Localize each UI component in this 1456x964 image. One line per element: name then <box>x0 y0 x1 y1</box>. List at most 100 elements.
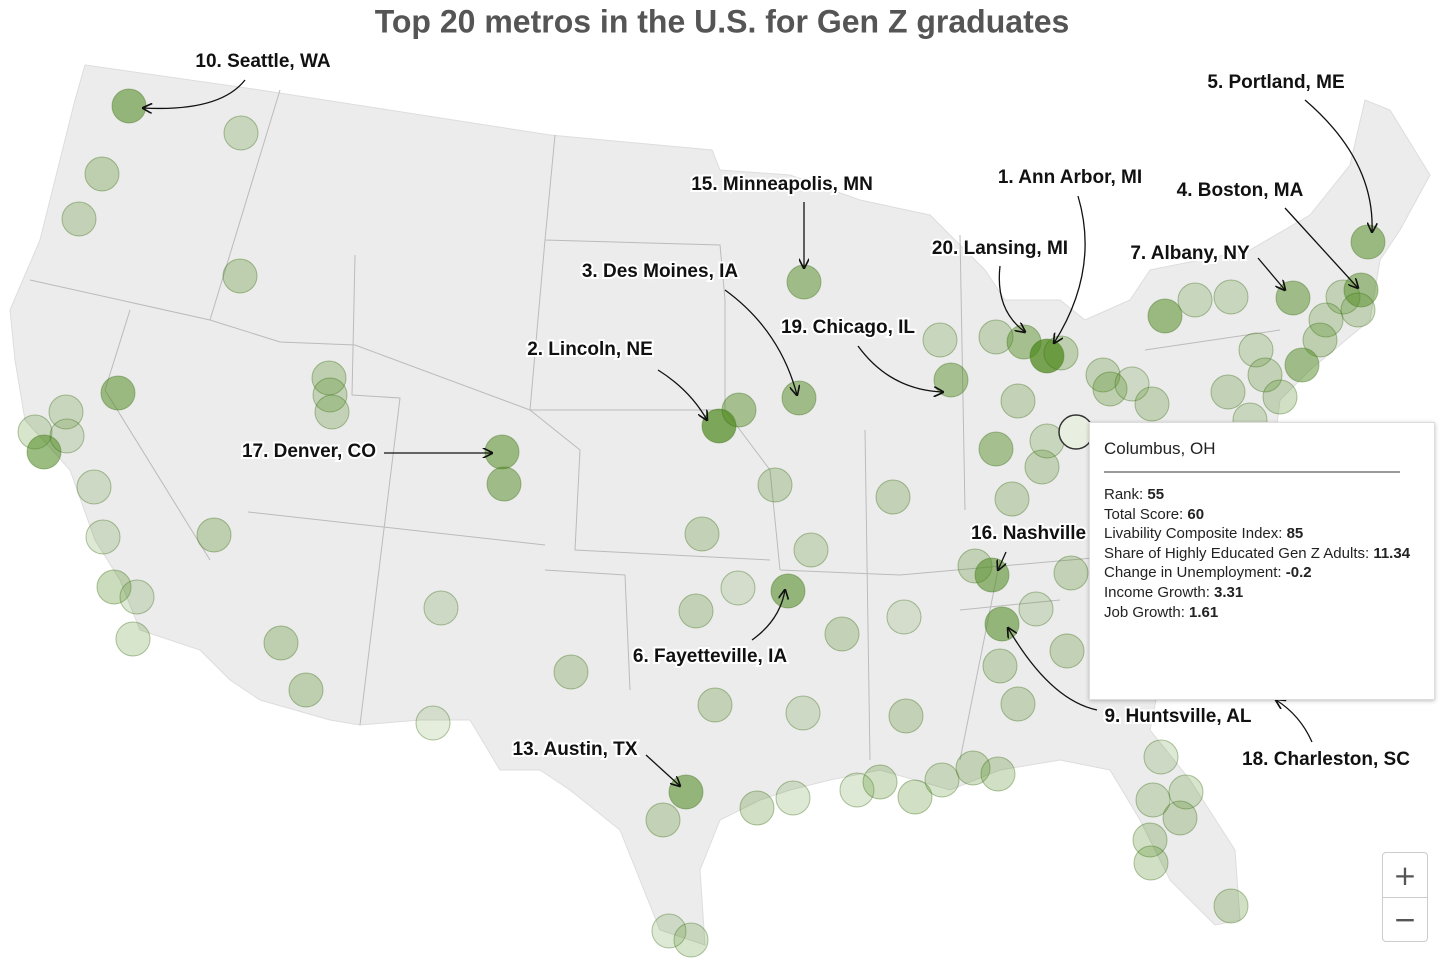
metro-marker <box>922 322 958 358</box>
tooltip: Columbus, OH Rank: 55 Total Score: 60 Liva… <box>1089 422 1435 700</box>
metro-marker <box>115 621 151 657</box>
metro-marker <box>701 408 737 444</box>
metro-marker <box>1085 357 1121 393</box>
tooltip-row: Income Growth: 3.31 <box>1104 583 1420 603</box>
metro-marker <box>1284 347 1320 383</box>
metro-marker <box>1114 366 1150 402</box>
metro-marker <box>314 394 350 430</box>
metro-marker <box>1340 292 1376 328</box>
metro-marker <box>484 434 520 470</box>
metro-marker <box>651 913 687 949</box>
metro-marker <box>1000 686 1036 722</box>
metro-marker <box>288 672 324 708</box>
metro-marker <box>757 467 793 503</box>
metro-marker <box>673 922 709 958</box>
metro-marker <box>1213 279 1249 315</box>
leader-arrow <box>998 551 1007 570</box>
tooltip-label: Rank: <box>1104 486 1144 503</box>
metro-marker <box>1029 338 1065 374</box>
tooltip-row: Rank: 55 <box>1104 485 1420 505</box>
metro-marker <box>1238 332 1274 368</box>
metro-marker <box>678 593 714 629</box>
metro-marker <box>697 687 733 723</box>
metro-marker <box>770 573 806 609</box>
tooltip-label: Livability Composite Index: <box>1104 525 1283 543</box>
metro-marker <box>1210 374 1246 410</box>
tooltip-label: Job Growth: <box>1104 603 1185 621</box>
leader-arrow <box>998 265 1025 332</box>
metro-marker <box>645 802 681 838</box>
metro-marker <box>994 481 1030 517</box>
metro-marker <box>1213 888 1249 924</box>
metro-marker <box>223 115 259 151</box>
metro-label: 6. Fayetteville, IA <box>633 646 787 667</box>
metro-marker <box>824 616 860 652</box>
metro-marker <box>1000 383 1036 419</box>
metro-marker <box>26 434 62 470</box>
metro-marker <box>978 431 1014 467</box>
metro-marker <box>1132 822 1168 858</box>
metro-marker <box>886 599 922 635</box>
metro-marker <box>785 695 821 731</box>
metro-marker <box>1350 224 1386 260</box>
metro-marker <box>980 756 1016 792</box>
metro-marker <box>1133 845 1169 881</box>
metro-marker <box>1134 386 1170 422</box>
metro-marker <box>100 375 136 411</box>
metro-marker <box>312 377 348 413</box>
metro-label: 2. Lincoln, NE <box>527 339 653 360</box>
metro-marker <box>222 258 258 294</box>
tooltip-value: 85 <box>1286 525 1304 543</box>
metro-label: 16. Nashville <box>971 523 1086 544</box>
tooltip-value: 1.61 <box>1189 603 1219 621</box>
metro-marker <box>839 772 875 808</box>
metro-marker <box>739 790 775 826</box>
tooltip-label: Change in Unemployment: <box>1104 564 1282 582</box>
metro-marker <box>924 762 960 798</box>
metro-label: 13. Austin, TX <box>513 739 638 760</box>
leader-arrow <box>1257 257 1285 290</box>
tooltip-row: Change in Unemployment: -0.2 <box>1104 563 1420 583</box>
metro-marker <box>111 88 147 124</box>
metro-marker <box>974 557 1010 593</box>
tooltip-row: Job Growth: 1.61 <box>1104 603 1420 623</box>
zoom-out[interactable]: − <box>1383 897 1427 941</box>
metro-marker <box>96 569 132 605</box>
metro-marker <box>1049 633 1085 669</box>
metro-marker <box>786 264 822 300</box>
metro-marker <box>1147 298 1183 334</box>
metro-marker <box>1302 322 1338 358</box>
metro-marker <box>311 360 347 396</box>
metro-marker <box>955 750 991 786</box>
metro-marker <box>196 517 232 553</box>
metro-marker <box>1177 282 1213 318</box>
zoom-in[interactable]: + <box>1383 853 1427 897</box>
metro-marker <box>1024 449 1060 485</box>
metro-marker <box>85 519 121 555</box>
metro-marker <box>978 319 1014 355</box>
metro-marker <box>720 570 756 606</box>
metro-marker <box>1143 739 1179 775</box>
metro-marker <box>1308 302 1344 338</box>
leader-arrow <box>751 590 785 641</box>
metro-marker <box>897 779 933 815</box>
metro-marker <box>49 418 85 454</box>
metro-marker <box>875 479 911 515</box>
tooltip-label: Income Growth: <box>1104 583 1210 601</box>
zoom-control: + − <box>1382 852 1428 942</box>
leader-arrow <box>857 345 943 392</box>
metro-label: 19. Chicago, IL <box>781 317 915 338</box>
leader-arrow <box>1008 628 1098 711</box>
metro-label: 7. Albany, NY <box>1130 243 1250 264</box>
leader-arrow <box>1284 207 1358 288</box>
metro-marker <box>1092 371 1128 407</box>
metro-marker <box>1162 800 1198 836</box>
metro-marker <box>862 764 898 800</box>
tooltip-label: Total Score: <box>1104 505 1184 523</box>
metro-marker <box>423 590 459 626</box>
metro-marker <box>684 516 720 552</box>
tooltip-row: Livability Composite Index: 85 <box>1104 524 1420 544</box>
tooltip-row: Total Score: 60 <box>1104 505 1420 525</box>
metro-label: 18. Charleston, SC <box>1242 749 1410 770</box>
